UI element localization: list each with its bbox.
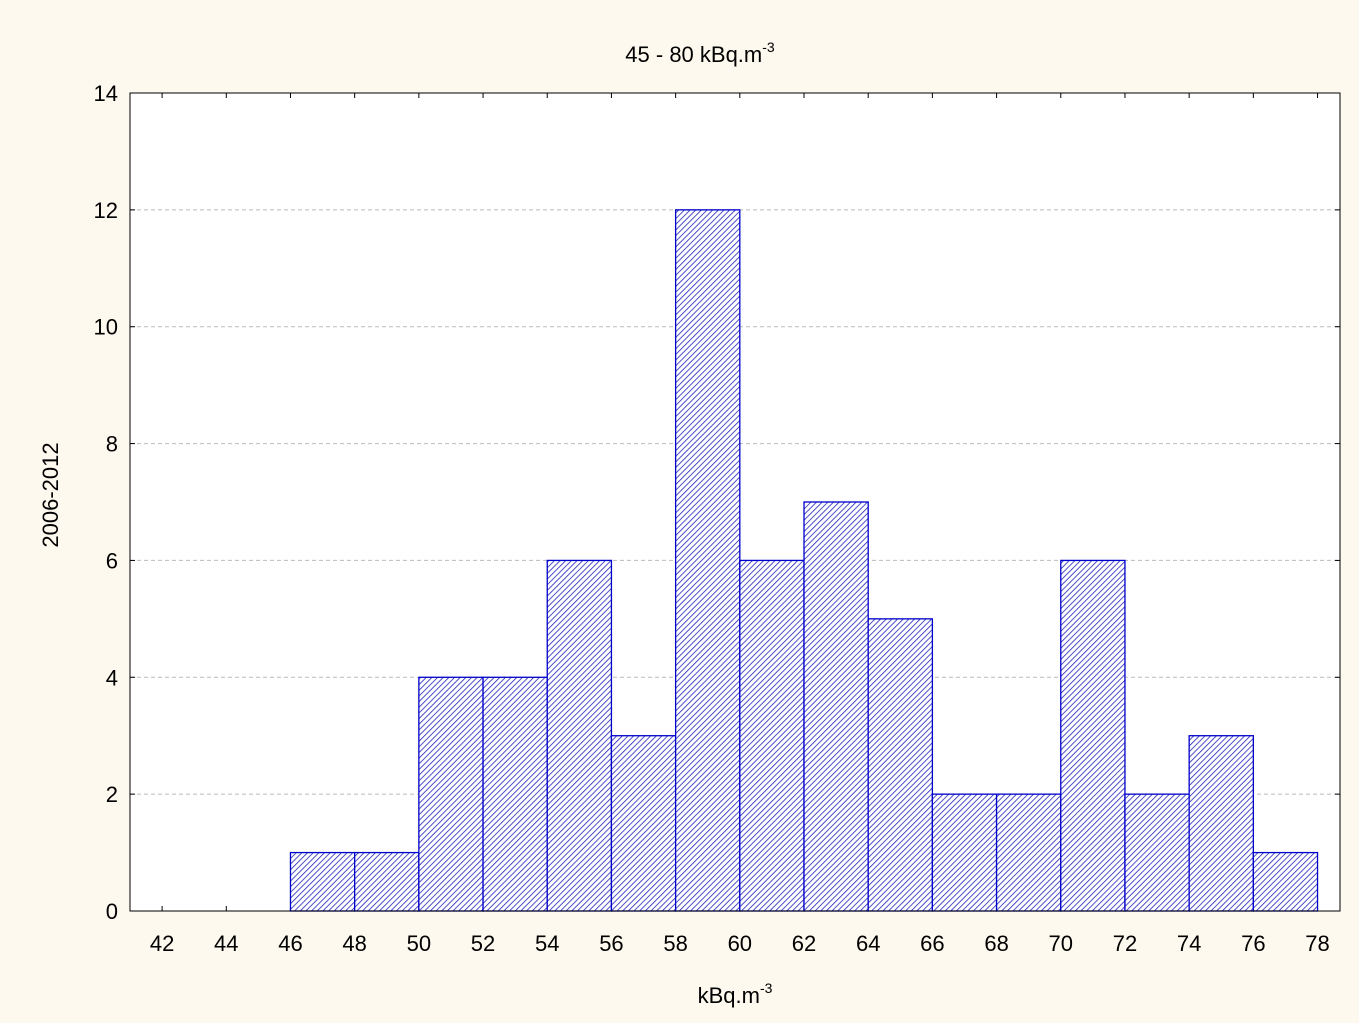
bar: [739, 559, 805, 912]
x-tick-label: 68: [984, 931, 1008, 956]
bar: [482, 676, 548, 912]
x-tick-label: 58: [663, 931, 687, 956]
x-tick-label: 62: [792, 931, 816, 956]
bar: [1060, 559, 1126, 912]
bar: [610, 735, 677, 912]
x-tick-label: 44: [214, 931, 238, 956]
x-tick-label: 42: [150, 931, 174, 956]
x-tick-label: 64: [856, 931, 880, 956]
x-tick-label: 52: [471, 931, 495, 956]
y-tick-label: 4: [106, 665, 118, 690]
bar: [354, 851, 420, 912]
x-tick-label: 72: [1113, 931, 1137, 956]
bar: [546, 559, 613, 912]
bar: [289, 851, 356, 912]
bar: [803, 501, 869, 912]
bar: [1124, 793, 1190, 912]
y-tick-label: 14: [94, 81, 118, 106]
y-tick-label: 8: [106, 432, 118, 457]
y-tick-label: 0: [106, 899, 118, 924]
bar: [995, 793, 1062, 912]
x-axis-label: kBq.m-3: [698, 980, 773, 1008]
x-tick-label: 70: [1049, 931, 1073, 956]
y-tick-label: 12: [94, 198, 118, 223]
x-tick-label: 50: [407, 931, 431, 956]
x-tick-label: 76: [1241, 931, 1265, 956]
x-tick-label: 54: [535, 931, 559, 956]
chart-title: 45 - 80 kBq.m-3: [625, 39, 775, 67]
bar: [1252, 851, 1319, 912]
bar: [867, 618, 934, 912]
bar: [674, 209, 741, 912]
bar: [1188, 735, 1254, 912]
x-tick-label: 66: [920, 931, 944, 956]
y-axis-label: 2006-2012: [38, 442, 63, 547]
y-tick-label: 2: [106, 782, 118, 807]
y-tick-label: 6: [106, 548, 118, 573]
plot-frame: [129, 92, 1341, 912]
bar: [931, 793, 998, 912]
x-tick-label: 46: [278, 931, 302, 956]
y-tick-label: 10: [94, 315, 118, 340]
x-tick-label: 78: [1305, 931, 1329, 956]
x-tick-label: 48: [342, 931, 366, 956]
x-tick-label: 74: [1177, 931, 1201, 956]
x-tick-label: 60: [728, 931, 752, 956]
bar: [418, 676, 484, 912]
x-tick-label: 56: [599, 931, 623, 956]
